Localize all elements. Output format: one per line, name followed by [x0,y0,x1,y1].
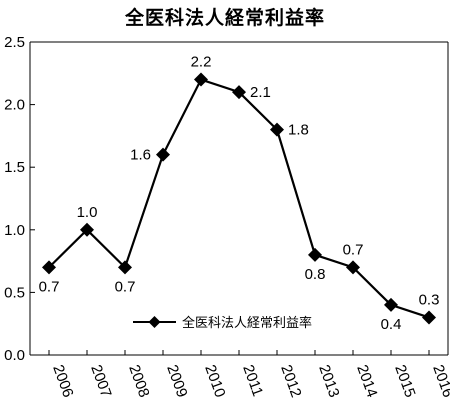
series-line [48,78,430,319]
y-tick-label: 1.5 [4,159,25,176]
x-tick-label: 2006 [49,363,76,400]
data-label: 0.3 [419,291,440,308]
data-point-marker [232,85,246,100]
data-label: 0.7 [39,278,60,295]
data-label: 0.4 [381,316,402,333]
x-tick-label: 2014 [353,363,380,400]
data-point-marker [308,247,322,262]
data-point-marker [156,147,170,162]
y-tick-label: 0.5 [4,284,25,301]
data-label: 0.8 [305,266,326,283]
data-point-marker [42,260,56,275]
legend-label: 全医科法人経常利益率 [182,315,312,331]
data-label: 2.2 [191,54,212,71]
y-tick-label: 2.5 [4,34,25,51]
data-label: 2.1 [250,84,271,101]
data-label: 1.6 [130,147,151,164]
chart-title: 全医科法人経常利益率 [124,7,325,29]
data-point-marker [384,297,398,312]
x-tick-label: 2016 [429,363,450,400]
y-tick-label: 1.0 [4,222,25,239]
legend-marker [148,316,161,328]
data-point-marker [118,260,132,275]
x-tick-label: 2015 [391,363,418,400]
y-tick-label: 2.0 [4,97,25,114]
data-point-marker [80,222,94,237]
y-tick-label: 0.0 [4,347,25,364]
x-tick-label: 2013 [315,363,342,400]
x-tick-label: 2010 [201,363,228,400]
data-label: 0.7 [343,241,364,258]
x-tick-label: 2009 [163,363,190,400]
data-label: 1.8 [288,122,309,139]
data-point-marker [346,260,360,275]
x-tick-label: 2012 [277,363,304,400]
x-tick-label: 2011 [239,363,266,399]
x-tick-label: 2008 [125,363,152,400]
data-label: 1.0 [77,204,98,221]
data-point-marker [270,122,284,137]
x-tick-label: 2007 [87,363,114,400]
data-label: 0.7 [115,278,136,295]
data-point-marker [194,72,208,87]
data-point-marker [422,310,436,325]
